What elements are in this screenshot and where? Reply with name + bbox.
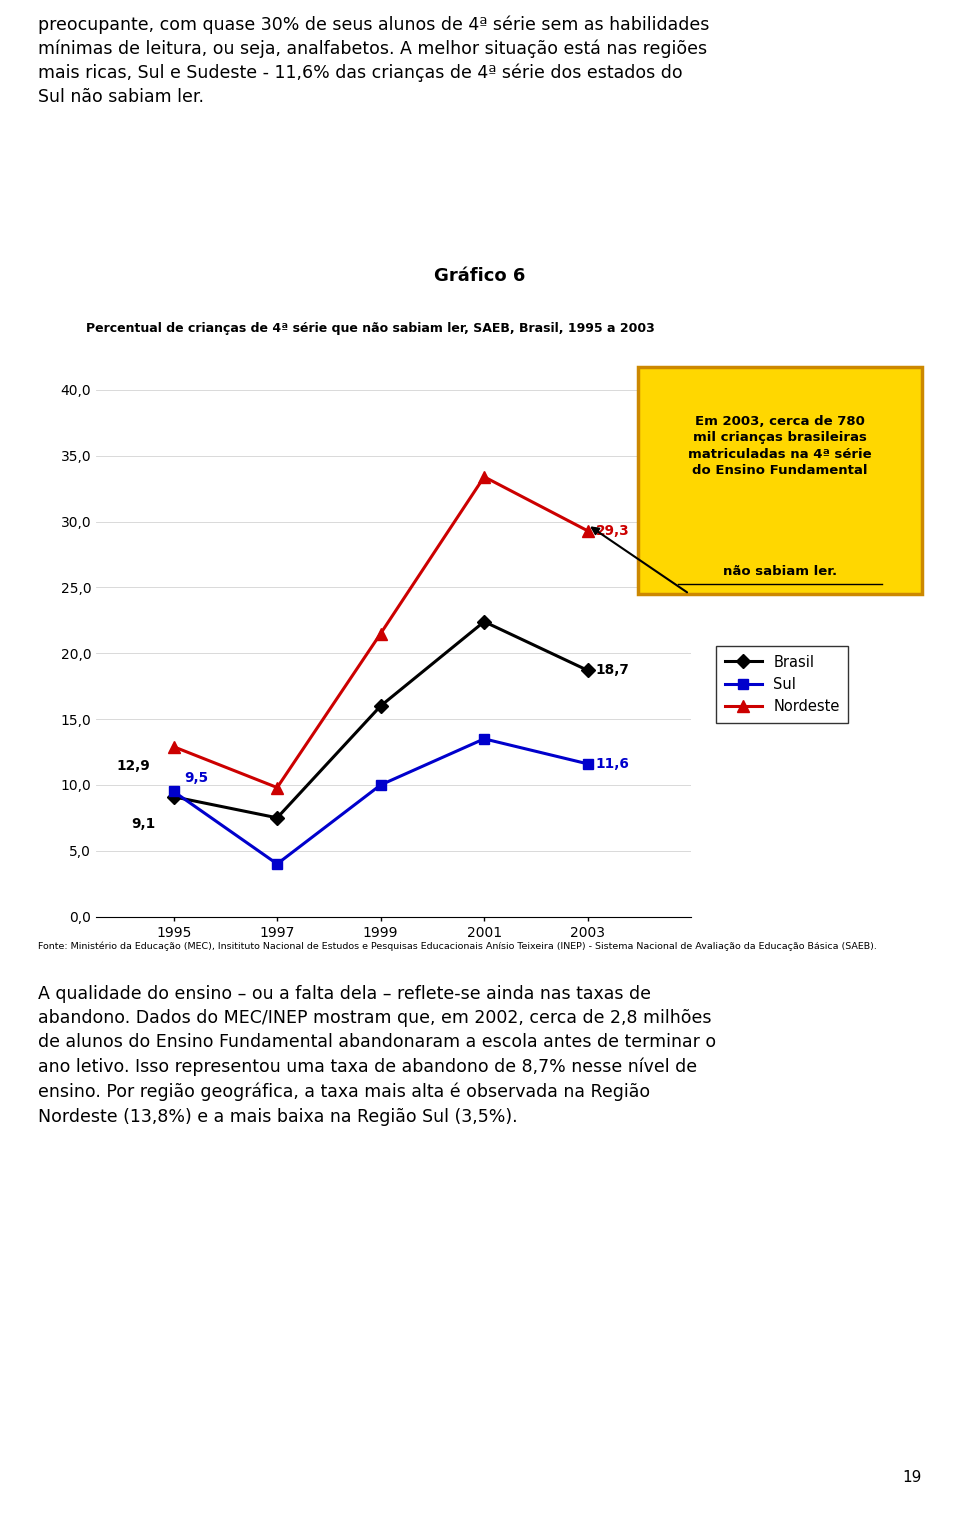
Line: Sul: Sul (169, 733, 592, 868)
Brasil (272, 809, 283, 827)
Text: Em 2003, cerca de 780
mil crianças brasileiras
matriculadas na 4ª série
do Ensin: Em 2003, cerca de 780 mil crianças brasi… (688, 415, 872, 477)
Nordeste (168, 738, 180, 756)
Line: Nordeste: Nordeste (168, 471, 593, 794)
Text: A qualidade do ensino – ou a falta dela – reflete-se ainda nas taxas de
abandono: A qualidade do ensino – ou a falta dela … (38, 985, 716, 1126)
Brasil (375, 697, 387, 715)
Legend: Brasil, Sul, Nordeste: Brasil, Sul, Nordeste (716, 645, 849, 723)
Text: 29,3: 29,3 (595, 524, 629, 538)
Sul (168, 782, 180, 800)
Text: 9,5: 9,5 (184, 771, 208, 785)
Text: Fonte: Ministério da Educação (MEC), Insitituto Nacional de Estudos e Pesquisas : Fonte: Ministério da Educação (MEC), Ins… (38, 941, 877, 951)
Sul (478, 730, 490, 748)
Sul (375, 776, 387, 794)
Text: 9,1: 9,1 (132, 817, 156, 830)
Text: 12,9: 12,9 (116, 759, 151, 773)
Sul (272, 854, 283, 873)
Nordeste (375, 624, 387, 642)
Sul (582, 754, 593, 773)
Brasil (168, 788, 180, 806)
Nordeste (582, 521, 593, 539)
Line: Brasil: Brasil (169, 617, 592, 823)
Nordeste (272, 779, 283, 797)
Brasil (478, 612, 490, 630)
Text: 19: 19 (902, 1470, 922, 1485)
Brasil (582, 661, 593, 679)
Text: 18,7: 18,7 (595, 664, 630, 677)
Text: preocupante, com quase 30% de seus alunos de 4ª série sem as habilidades
mínimas: preocupante, com quase 30% de seus aluno… (38, 15, 709, 106)
FancyBboxPatch shape (638, 367, 922, 594)
Nordeste (478, 468, 490, 486)
Text: Gráfico 6: Gráfico 6 (434, 268, 526, 285)
Text: não sabiam ler.: não sabiam ler. (723, 565, 837, 577)
Text: Percentual de crianças de 4ª série que não sabiam ler, SAEB, Brasil, 1995 a 2003: Percentual de crianças de 4ª série que n… (86, 323, 655, 335)
Text: 11,6: 11,6 (595, 758, 630, 771)
